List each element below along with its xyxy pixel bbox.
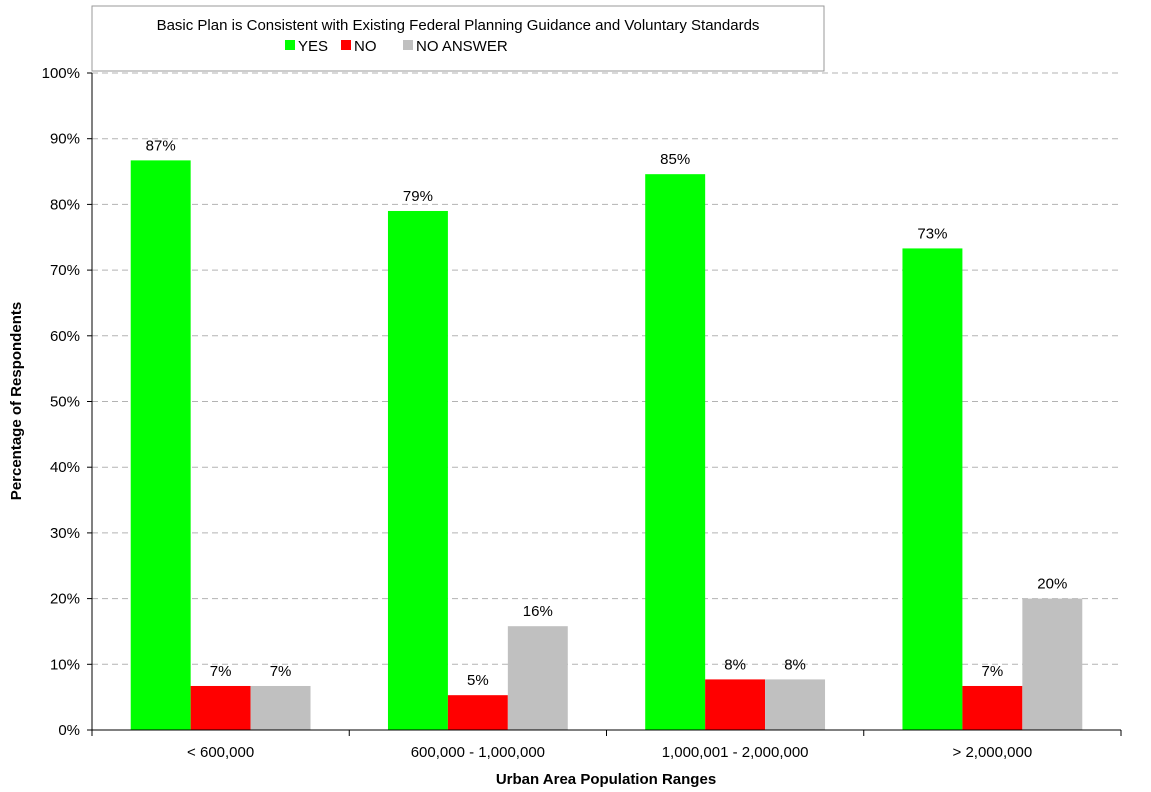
bar-no (962, 685, 1023, 730)
bar-yes (387, 210, 448, 731)
x-tick-label: < 600,000 (187, 744, 254, 761)
data-label-no-answer: 8% (784, 656, 806, 673)
data-label-no-answer: 7% (270, 663, 292, 680)
y-tick-label: 10% (50, 656, 80, 673)
y-tick-label: 90% (50, 131, 80, 148)
y-axis-title: Percentage of Respondents (8, 302, 25, 500)
bar-no (447, 695, 508, 730)
axes: 0% 10% 20% 30% 40% 50% 60% 70% 80% 90% 100% < 600,0… (42, 65, 1122, 761)
chart-title: Basic Plan is Consistent with Existing F… (157, 17, 760, 34)
legend-swatch-yes (285, 40, 295, 50)
data-label-no: 5% (467, 672, 489, 689)
y-tick-label: 40% (50, 459, 80, 476)
x-axis-title: Urban Area Population Ranges (496, 771, 716, 788)
bars (130, 160, 1083, 731)
gridlines (92, 72, 1121, 665)
bar-no-answer (507, 626, 568, 730)
y-tick-label: 80% (50, 196, 80, 213)
legend-entries: YES NO NO ANSWER (285, 38, 508, 55)
bar-yes (130, 160, 191, 731)
y-tick-label: 100% (42, 65, 80, 82)
y-tick-label: 0% (58, 722, 80, 739)
legend-label-no: NO (354, 38, 377, 55)
legend: Basic Plan is Consistent with Existing F… (91, 5, 825, 72)
legend-label-no-answer: NO ANSWER (416, 38, 508, 55)
bar-no (705, 679, 766, 730)
y-tick-label: 60% (50, 328, 80, 345)
data-label-yes: 85% (660, 151, 690, 168)
y-tick-label: 20% (50, 591, 80, 608)
data-labels: 87% 7% 7% 79% 5% 16% 85% 8% 8% 73% 7% 20% (146, 137, 1068, 689)
x-tick-label: 1,000,001 - 2,000,000 (662, 744, 809, 761)
data-label-no-answer: 20% (1037, 576, 1067, 593)
bar-no-answer (1022, 598, 1083, 730)
bar-no (190, 685, 251, 730)
legend-swatch-no (341, 40, 351, 50)
data-label-yes: 73% (917, 225, 947, 242)
data-label-yes: 87% (146, 137, 176, 154)
y-tick-label: 50% (50, 394, 80, 411)
bar-no-answer (765, 679, 826, 730)
data-label-no-answer: 16% (523, 603, 553, 620)
bar-yes (645, 174, 706, 731)
x-tick-label: > 2,000,000 (953, 744, 1033, 761)
y-tick-label: 30% (50, 525, 80, 542)
y-tick-label: 70% (50, 262, 80, 279)
data-label-yes: 79% (403, 188, 433, 205)
bar-no-answer (250, 685, 311, 730)
legend-swatch-no-answer (403, 40, 413, 50)
data-label-no: 7% (210, 663, 232, 680)
x-tick-label: 600,000 - 1,000,000 (411, 744, 545, 761)
legend-label-yes: YES (298, 38, 328, 55)
legend-box (91, 5, 825, 72)
bar-yes (902, 248, 963, 730)
data-label-no: 7% (982, 663, 1004, 680)
data-label-no: 8% (724, 656, 746, 673)
